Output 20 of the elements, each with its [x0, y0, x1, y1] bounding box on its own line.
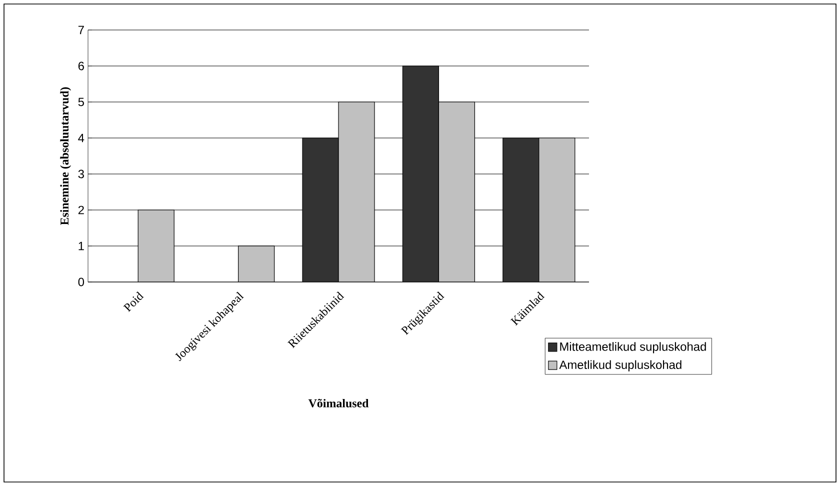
bar — [138, 210, 174, 282]
legend-label: Ametlikud supluskohad — [559, 360, 682, 372]
y-tick-label: 7 — [78, 26, 84, 34]
y-tick-label: 1 — [78, 242, 84, 250]
bar — [438, 102, 476, 282]
bar — [402, 66, 440, 282]
x-axis-title: Võimalused — [308, 398, 369, 408]
bar — [302, 138, 339, 282]
y-tick-label: 4 — [78, 134, 84, 142]
y-tick-label: 0 — [78, 278, 84, 286]
bar — [338, 102, 375, 282]
y-tick-label: 2 — [78, 206, 84, 214]
bar — [238, 246, 275, 282]
y-tick-label: 5 — [78, 98, 84, 106]
y-axis-title: Esinemine (absoluutarvud) — [60, 87, 71, 226]
bar — [502, 138, 540, 282]
y-tick-label: 6 — [78, 62, 84, 70]
bar — [538, 138, 576, 282]
y-tick-label: 3 — [78, 170, 84, 178]
legend-label: Mitteametlikud supluskohad — [560, 342, 706, 354]
